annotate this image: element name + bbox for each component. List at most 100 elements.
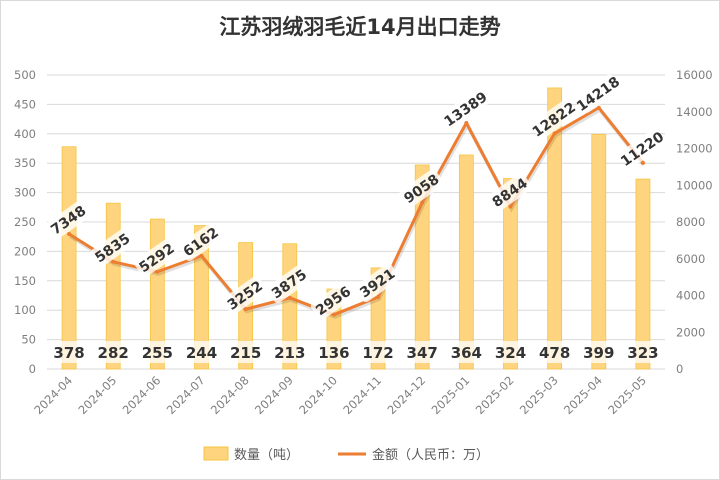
line-point[interactable] bbox=[199, 253, 204, 258]
right-axis-tick-label: 16000 bbox=[676, 68, 713, 82]
line-point[interactable] bbox=[243, 307, 248, 312]
bar-value-label: 364 bbox=[451, 344, 482, 362]
bar-value-label: 215 bbox=[230, 344, 261, 362]
bar-value-label: 399 bbox=[583, 344, 614, 362]
x-axis-tick-label: 2025-02 bbox=[473, 373, 517, 417]
line-point[interactable] bbox=[596, 105, 601, 110]
left-axis-tick-label: 100 bbox=[14, 303, 36, 317]
x-axis-tick-label: 2025-05 bbox=[605, 373, 649, 417]
right-axis-tick-label: 4000 bbox=[676, 289, 705, 303]
line-point[interactable] bbox=[464, 120, 469, 125]
line-point[interactable] bbox=[376, 294, 381, 299]
bar-label-bg bbox=[358, 341, 399, 363]
line-label-bg bbox=[266, 264, 312, 303]
bar[interactable] bbox=[458, 154, 474, 370]
right-axis-tick-label: 0 bbox=[676, 362, 683, 376]
bar-label-bg bbox=[137, 341, 178, 363]
line-point[interactable] bbox=[640, 160, 645, 165]
x-axis-tick-label: 2024-10 bbox=[296, 373, 340, 417]
x-axis-tick-label: 2024-04 bbox=[31, 373, 75, 417]
right-axis-tick-label: 10000 bbox=[676, 178, 713, 192]
x-axis-tick-label: 2024-07 bbox=[164, 373, 208, 417]
line-point[interactable] bbox=[287, 295, 292, 300]
line-label-bg bbox=[619, 129, 665, 168]
bar[interactable] bbox=[503, 178, 518, 370]
bar-value-label: 255 bbox=[142, 344, 173, 362]
line-point[interactable] bbox=[552, 131, 557, 136]
bar-value-label: 478 bbox=[539, 344, 570, 362]
bar-label-bg bbox=[181, 341, 222, 363]
bar-value-label: 244 bbox=[186, 344, 217, 362]
line-label-bg bbox=[575, 74, 621, 113]
line-point[interactable] bbox=[331, 312, 336, 317]
bar[interactable] bbox=[547, 87, 563, 370]
bar-value-label: 282 bbox=[98, 344, 129, 362]
left-axis-tick-label: 200 bbox=[14, 244, 36, 258]
line-label-bg bbox=[399, 169, 444, 208]
x-axis-tick-label: 2024-05 bbox=[75, 373, 119, 417]
line-label-bg bbox=[443, 89, 488, 129]
bar[interactable] bbox=[61, 146, 77, 370]
legend-label-quantity[interactable]: 数量（吨） bbox=[234, 448, 299, 463]
bar-value-label: 172 bbox=[362, 344, 393, 362]
bar-label-bg bbox=[225, 341, 266, 363]
bar-value-label: 324 bbox=[495, 344, 526, 362]
x-axis-tick-label: 2025-04 bbox=[561, 373, 605, 417]
x-axis-tick-label: 2024-12 bbox=[384, 373, 428, 417]
right-axis-tick-label: 2000 bbox=[676, 325, 705, 339]
line-point[interactable] bbox=[111, 259, 116, 264]
legend: 数量（吨） 金额（人民币：万） bbox=[203, 446, 489, 463]
line-label-bg bbox=[310, 281, 356, 320]
x-axis-tick-label: 2025-01 bbox=[429, 373, 473, 417]
bar-value-label: 378 bbox=[53, 344, 84, 362]
left-axis-tick-label: 50 bbox=[21, 333, 36, 347]
legend-label-amount[interactable]: 金额（人民币：万） bbox=[372, 447, 489, 463]
line-label-bg bbox=[90, 228, 135, 267]
line-point[interactable] bbox=[155, 269, 160, 274]
left-axis-tick-label: 500 bbox=[14, 68, 36, 82]
line-shadow bbox=[69, 107, 646, 319]
bar-label-bg bbox=[49, 341, 90, 363]
bar[interactable] bbox=[591, 133, 607, 370]
x-axis-tick-label: 2024-11 bbox=[340, 373, 384, 417]
bar-label-bg bbox=[446, 341, 487, 363]
line-label-bg bbox=[531, 100, 576, 139]
bar-label-bg bbox=[93, 341, 134, 363]
line-point[interactable] bbox=[420, 200, 425, 205]
x-axis-tick-label: 2025-03 bbox=[517, 373, 561, 417]
left-axis-tick-label: 450 bbox=[14, 97, 36, 111]
bar-label-bg bbox=[313, 341, 354, 363]
bar-value-label: 323 bbox=[627, 344, 658, 362]
left-axis-tick-label: 350 bbox=[14, 156, 36, 170]
left-axis-tick-label: 400 bbox=[14, 127, 36, 141]
left-axis-tick-label: 250 bbox=[14, 215, 36, 229]
bar-label-bg bbox=[269, 341, 310, 363]
x-axis-tick-label: 2024-08 bbox=[208, 373, 252, 417]
bar-value-label: 347 bbox=[407, 344, 438, 362]
bar-label-bg bbox=[402, 341, 443, 363]
right-axis-tick-label: 6000 bbox=[676, 252, 705, 266]
bar-label-bg bbox=[490, 341, 531, 363]
line-point[interactable] bbox=[508, 204, 513, 209]
right-axis-tick-label: 14000 bbox=[676, 105, 713, 119]
bar[interactable] bbox=[635, 178, 651, 370]
bar-label-bg bbox=[622, 341, 663, 363]
x-axis-tick-label: 2024-09 bbox=[252, 373, 296, 417]
right-axis-tick-label: 12000 bbox=[676, 142, 713, 156]
bar-value-label: 213 bbox=[274, 344, 305, 362]
bar-label-bg bbox=[578, 341, 619, 363]
line-label-bg bbox=[487, 173, 532, 212]
line-label-bg bbox=[178, 222, 223, 261]
bar-label-bg bbox=[534, 341, 575, 363]
bar[interactable] bbox=[414, 164, 430, 370]
line-label-bg bbox=[355, 263, 400, 303]
amount-line bbox=[68, 106, 645, 317]
line-point[interactable] bbox=[67, 231, 72, 236]
chart-title: 江苏羽绒羽毛近14月出口走势 bbox=[219, 15, 500, 39]
line-label-bg bbox=[222, 275, 267, 315]
left-axis-tick-label: 150 bbox=[14, 274, 36, 288]
line-label-bg bbox=[134, 238, 179, 277]
x-axis-tick-label: 2024-06 bbox=[120, 373, 164, 417]
left-axis-tick-label: 0 bbox=[29, 362, 36, 376]
